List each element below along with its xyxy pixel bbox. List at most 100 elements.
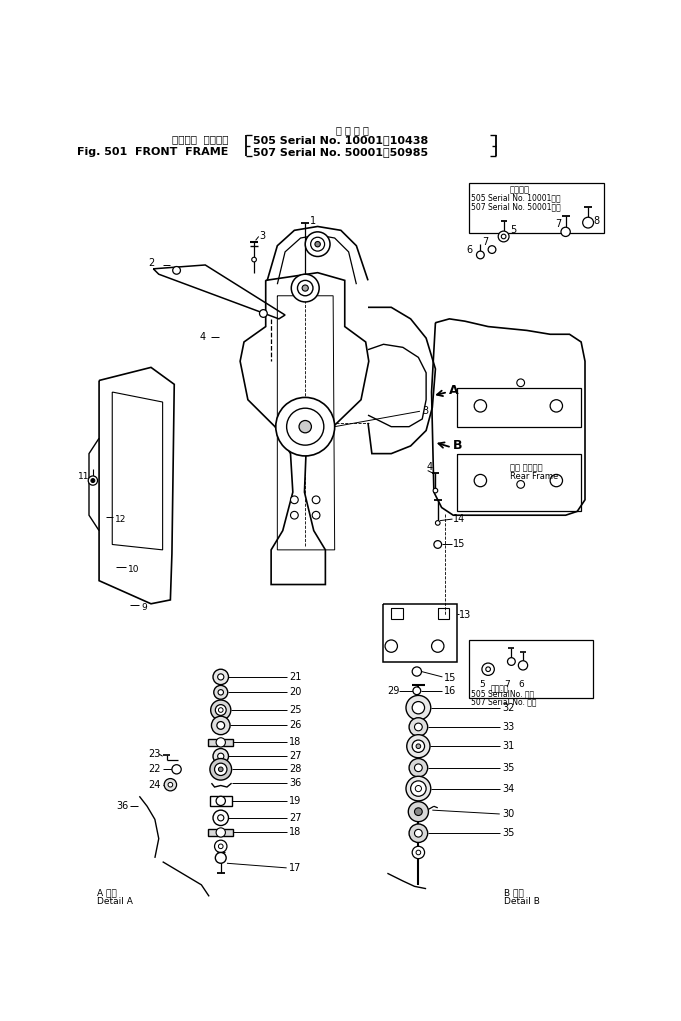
Text: 505 Serial No. 10001～10438: 505 Serial No. 10001～10438 bbox=[253, 135, 428, 145]
Bar bbox=[208, 829, 233, 836]
Circle shape bbox=[259, 309, 267, 318]
Circle shape bbox=[409, 718, 428, 736]
Text: 5: 5 bbox=[479, 680, 485, 689]
Circle shape bbox=[517, 481, 524, 488]
Circle shape bbox=[518, 661, 528, 670]
Circle shape bbox=[164, 779, 176, 791]
Text: 9: 9 bbox=[141, 603, 146, 613]
Circle shape bbox=[488, 246, 496, 253]
Text: フロント  フレーム: フロント フレーム bbox=[172, 135, 229, 144]
Circle shape bbox=[550, 475, 563, 487]
Text: 11: 11 bbox=[78, 473, 89, 481]
Circle shape bbox=[486, 667, 490, 672]
Circle shape bbox=[216, 796, 225, 806]
Text: 35: 35 bbox=[502, 828, 514, 838]
Circle shape bbox=[409, 759, 428, 777]
Circle shape bbox=[215, 704, 226, 716]
Text: Detail B: Detail B bbox=[504, 897, 539, 907]
Text: 14: 14 bbox=[454, 514, 466, 524]
Text: 1: 1 bbox=[310, 216, 316, 226]
Circle shape bbox=[315, 242, 320, 247]
Circle shape bbox=[298, 281, 313, 296]
Circle shape bbox=[412, 740, 424, 752]
Text: 33: 33 bbox=[502, 722, 514, 732]
Circle shape bbox=[91, 479, 95, 483]
Circle shape bbox=[498, 231, 509, 242]
Text: 507 Serial No. 50001～・: 507 Serial No. 50001～・ bbox=[471, 203, 561, 211]
Text: Rear Frame: Rear Frame bbox=[510, 473, 558, 481]
Circle shape bbox=[219, 767, 223, 772]
Circle shape bbox=[412, 846, 424, 859]
Text: 31: 31 bbox=[502, 741, 514, 751]
Text: 3: 3 bbox=[259, 232, 266, 242]
Circle shape bbox=[211, 716, 230, 735]
Circle shape bbox=[219, 708, 223, 713]
Circle shape bbox=[385, 640, 398, 652]
Text: 18: 18 bbox=[289, 827, 301, 837]
Circle shape bbox=[215, 853, 226, 864]
Text: 24: 24 bbox=[148, 780, 161, 789]
Circle shape bbox=[409, 824, 428, 842]
Circle shape bbox=[432, 640, 444, 652]
Text: 7: 7 bbox=[556, 220, 562, 229]
Text: 7: 7 bbox=[482, 237, 488, 247]
Circle shape bbox=[217, 722, 225, 729]
Text: 13: 13 bbox=[460, 611, 472, 621]
Circle shape bbox=[252, 257, 257, 262]
Circle shape bbox=[412, 701, 424, 714]
Text: 8: 8 bbox=[594, 216, 600, 226]
Circle shape bbox=[507, 658, 516, 666]
Text: 19: 19 bbox=[289, 796, 301, 806]
Circle shape bbox=[218, 753, 224, 760]
Circle shape bbox=[434, 541, 441, 548]
Text: 適用号機: 適用号機 bbox=[509, 185, 529, 194]
Circle shape bbox=[407, 735, 430, 758]
Circle shape bbox=[501, 234, 506, 239]
Text: リヤ フレーム: リヤ フレーム bbox=[510, 463, 543, 472]
Text: 505 Serial No. 10001～・: 505 Serial No. 10001～・ bbox=[471, 194, 560, 202]
Text: 3: 3 bbox=[422, 406, 428, 417]
Circle shape bbox=[287, 408, 324, 445]
Circle shape bbox=[416, 744, 421, 748]
Text: B: B bbox=[454, 439, 463, 452]
Circle shape bbox=[216, 828, 225, 837]
Circle shape bbox=[550, 399, 563, 412]
Text: 32: 32 bbox=[502, 702, 514, 713]
Text: 12: 12 bbox=[114, 515, 126, 524]
Text: 34: 34 bbox=[502, 783, 514, 793]
Circle shape bbox=[474, 475, 487, 487]
Circle shape bbox=[218, 674, 224, 680]
Circle shape bbox=[411, 781, 426, 796]
Circle shape bbox=[412, 667, 422, 676]
Circle shape bbox=[215, 763, 227, 776]
Text: 4: 4 bbox=[199, 332, 205, 342]
Text: 17: 17 bbox=[289, 863, 301, 873]
Circle shape bbox=[276, 397, 334, 456]
Text: A: A bbox=[449, 384, 459, 397]
Text: A 詳細: A 詳細 bbox=[97, 888, 116, 897]
Circle shape bbox=[583, 217, 594, 228]
Text: 28: 28 bbox=[289, 765, 301, 774]
Circle shape bbox=[213, 810, 229, 826]
Circle shape bbox=[172, 765, 181, 774]
Text: Detail A: Detail A bbox=[97, 897, 133, 907]
Circle shape bbox=[213, 748, 229, 764]
Bar bbox=[469, 183, 604, 233]
Text: 15: 15 bbox=[444, 674, 456, 683]
Circle shape bbox=[416, 850, 421, 855]
Text: 2: 2 bbox=[148, 257, 155, 268]
Text: 適用号機: 適用号機 bbox=[490, 684, 509, 693]
Text: Fig. 501  FRONT  FRAME: Fig. 501 FRONT FRAME bbox=[77, 147, 229, 157]
Text: 5: 5 bbox=[510, 226, 516, 235]
Circle shape bbox=[291, 496, 298, 503]
Text: 4: 4 bbox=[426, 463, 432, 473]
Text: 16: 16 bbox=[444, 686, 456, 695]
Text: 20: 20 bbox=[289, 687, 301, 697]
Circle shape bbox=[406, 776, 431, 800]
Text: 6: 6 bbox=[466, 245, 473, 254]
Circle shape bbox=[517, 379, 524, 387]
Circle shape bbox=[89, 476, 97, 485]
Text: 30: 30 bbox=[502, 809, 514, 819]
Circle shape bbox=[168, 782, 173, 787]
Text: 26: 26 bbox=[289, 721, 301, 730]
